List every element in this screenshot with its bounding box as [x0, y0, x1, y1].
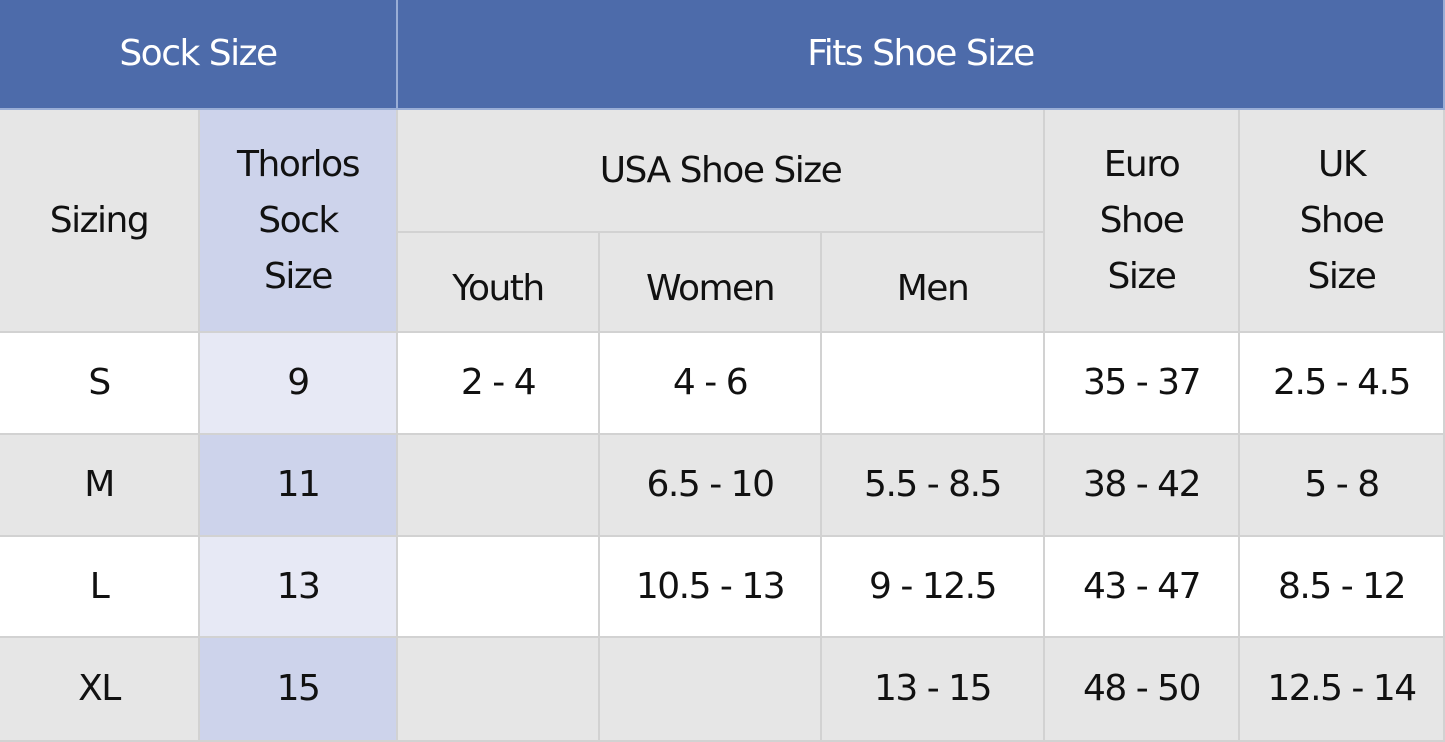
- table-cell: S: [0, 333, 200, 435]
- subheader-cell: Euro Shoe Size: [1045, 110, 1240, 333]
- table-cell: M: [0, 435, 200, 537]
- table-cell: XL: [0, 638, 200, 742]
- table-cell: 2 - 4: [398, 333, 600, 435]
- subheader-cell: Women: [600, 233, 822, 333]
- table-cell: 9 - 12.5: [822, 537, 1045, 638]
- table-cell: 5 - 8: [1240, 435, 1445, 537]
- subheader-cell: USA Shoe Size: [398, 110, 1045, 233]
- table-cell: [822, 333, 1045, 435]
- table-cell: 2.5 - 4.5: [1240, 333, 1445, 435]
- table-cell: [398, 638, 600, 742]
- table-cell: 6.5 - 10: [600, 435, 822, 537]
- header-cell: Fits Shoe Size: [398, 0, 1445, 110]
- table-cell: 48 - 50: [1045, 638, 1240, 742]
- subheader-cell: UK Shoe Size: [1240, 110, 1445, 333]
- subheader-cell: Sizing: [0, 110, 200, 333]
- subheader-cell: Youth: [398, 233, 600, 333]
- table-cell: 8.5 - 12: [1240, 537, 1445, 638]
- subheader-cell: Men: [822, 233, 1045, 333]
- subheader-cell: Thorlos Sock Size: [200, 110, 398, 333]
- table-cell: 38 - 42: [1045, 435, 1240, 537]
- table-cell: [600, 638, 822, 742]
- table-cell: 10.5 - 13: [600, 537, 822, 638]
- table-cell: 13: [200, 537, 398, 638]
- header-cell: Sock Size: [0, 0, 398, 110]
- table-cell: 43 - 47: [1045, 537, 1240, 638]
- table-cell: 15: [200, 638, 398, 742]
- table-cell: 4 - 6: [600, 333, 822, 435]
- table-cell: 5.5 - 8.5: [822, 435, 1045, 537]
- table-cell: 12.5 - 14: [1240, 638, 1445, 742]
- table-cell: [398, 537, 600, 638]
- table-cell: 11: [200, 435, 398, 537]
- table-cell: 35 - 37: [1045, 333, 1240, 435]
- table-cell: L: [0, 537, 200, 638]
- table-cell: 9: [200, 333, 398, 435]
- table-cell: 13 - 15: [822, 638, 1045, 742]
- table-cell: [398, 435, 600, 537]
